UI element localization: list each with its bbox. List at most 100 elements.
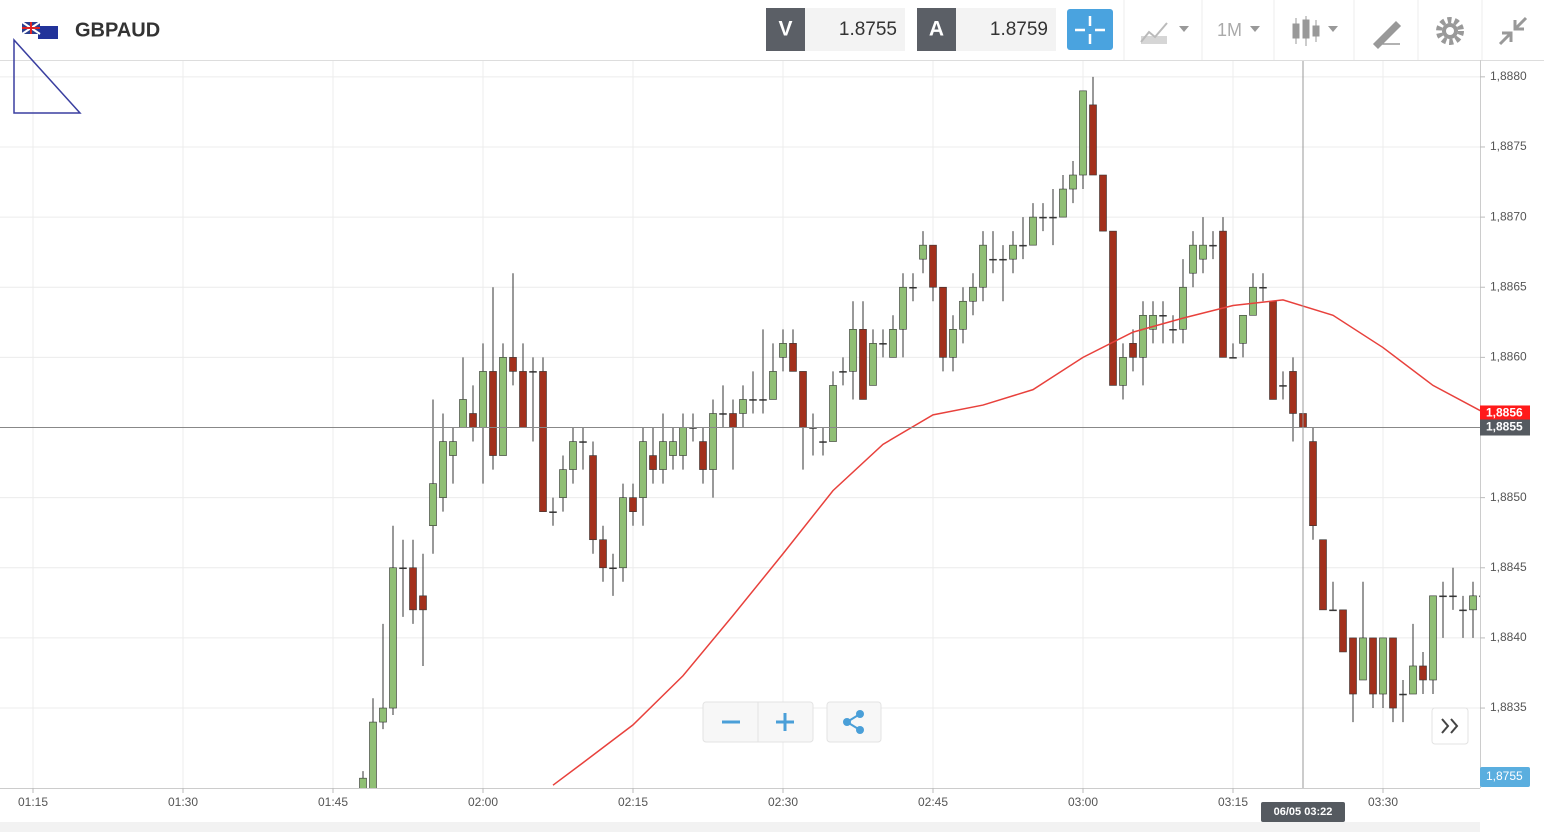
bid-price: 1.8755 xyxy=(839,19,897,40)
x-tick-label: 03:15 xyxy=(1218,795,1248,809)
candle-body xyxy=(559,469,567,498)
triangle-drawing[interactable] xyxy=(13,38,82,114)
candle-body xyxy=(759,399,767,401)
y-tick-label: 1,8835 xyxy=(1490,700,1527,714)
ask-label-box xyxy=(917,8,956,51)
candle-body xyxy=(749,399,757,401)
candle-body xyxy=(739,399,747,414)
zoom-controls xyxy=(702,701,882,743)
candle-body xyxy=(1149,314,1157,330)
candle-type-button[interactable] xyxy=(1292,16,1338,46)
candle-body xyxy=(1069,174,1077,190)
candle-body xyxy=(899,286,907,330)
candle-body xyxy=(569,441,577,470)
candle-body xyxy=(1359,637,1367,681)
candle-body xyxy=(359,777,367,788)
candle-body xyxy=(1399,693,1407,696)
candle-body xyxy=(479,371,487,428)
candle-body xyxy=(1439,595,1447,598)
candle-body xyxy=(1159,315,1167,317)
candle-body xyxy=(619,497,627,569)
candle-body xyxy=(859,329,867,400)
zoom-in-button[interactable] xyxy=(776,713,794,731)
candle-body xyxy=(1119,357,1127,386)
candle-body xyxy=(1459,609,1467,612)
price-tag-label: 1,8855 xyxy=(1486,420,1523,434)
candle-body xyxy=(1079,90,1087,176)
candle-body xyxy=(1109,230,1117,386)
candle-body xyxy=(819,441,827,443)
candle-body xyxy=(579,441,587,443)
bid-tag-label: 1,8755 xyxy=(1486,769,1523,783)
y-tick-label: 1,8850 xyxy=(1490,490,1527,504)
candle-body xyxy=(1429,595,1437,681)
crosshair-label: 06/05 03:22 xyxy=(1274,806,1333,818)
candle-body xyxy=(369,721,377,788)
drawing-tools-button[interactable] xyxy=(1372,20,1402,50)
scroll-forward-button[interactable] xyxy=(1431,707,1469,745)
candle-body xyxy=(1009,244,1017,260)
candle-body xyxy=(1469,595,1477,611)
moving-average-line xyxy=(552,299,1480,786)
candle-body xyxy=(869,343,877,386)
candle-body xyxy=(399,567,407,570)
x-tick-label: 02:45 xyxy=(918,795,948,809)
y-tick-label: 1,8860 xyxy=(1490,350,1527,364)
ask-box xyxy=(956,8,1056,51)
timeframe-button[interactable]: 1M xyxy=(1217,20,1260,40)
candle-body xyxy=(529,371,537,373)
candle-body xyxy=(1049,216,1057,219)
candle-body xyxy=(499,357,507,456)
candle-body xyxy=(709,413,717,470)
y-tick-label: 1,8865 xyxy=(1490,279,1527,293)
x-tick-label: 02:30 xyxy=(768,795,798,809)
x-tick-label: 01:15 xyxy=(18,795,48,809)
timeframe[interactable]: 1M xyxy=(1217,20,1242,40)
candle-body xyxy=(1249,286,1257,316)
candle-body xyxy=(419,595,427,611)
candle-body xyxy=(1059,188,1067,218)
ask-label: A xyxy=(929,18,944,41)
candle-body xyxy=(409,567,417,611)
candle-body xyxy=(599,539,607,569)
y-tick-label: 1,8870 xyxy=(1490,209,1527,223)
chart-type-button[interactable] xyxy=(1140,22,1189,44)
candle-body xyxy=(1339,609,1347,653)
crosshair-button[interactable] xyxy=(1067,9,1113,50)
candle-body xyxy=(1449,595,1457,598)
x-tick-label: 03:00 xyxy=(1068,795,1098,809)
candle-body xyxy=(1029,216,1037,246)
candle-body xyxy=(1389,637,1397,709)
candle-body xyxy=(999,258,1007,261)
candle-body xyxy=(969,286,977,302)
bid-box xyxy=(805,8,905,51)
candle-body xyxy=(779,343,787,358)
candle-body xyxy=(989,258,997,261)
candle-body xyxy=(1219,230,1227,358)
candle-body xyxy=(789,343,797,372)
candle-body xyxy=(699,441,707,470)
ask-price: 1.8759 xyxy=(990,19,1048,40)
candle-body xyxy=(539,371,547,512)
candle-body xyxy=(429,483,437,526)
share-button[interactable] xyxy=(826,701,882,743)
candle-body xyxy=(1309,441,1317,526)
candle-body xyxy=(509,357,517,372)
collapse-button[interactable] xyxy=(1498,16,1528,46)
candle-body xyxy=(659,441,667,470)
candle-body xyxy=(1409,665,1417,695)
y-tick-label: 1,8845 xyxy=(1490,560,1527,574)
candle-body xyxy=(829,385,837,442)
candle-body xyxy=(1269,300,1277,400)
y-tick-label: 1,8840 xyxy=(1490,630,1527,644)
x-tick-label: 02:15 xyxy=(618,795,648,809)
settings-button[interactable] xyxy=(1436,17,1464,45)
scrollbar[interactable] xyxy=(0,822,1480,832)
bid-tag xyxy=(1480,767,1530,787)
candle-body xyxy=(669,441,677,456)
candle-body xyxy=(949,329,957,358)
candle-body xyxy=(1319,539,1327,611)
candle-body xyxy=(839,371,847,373)
candle-body xyxy=(1019,244,1027,247)
candle-body xyxy=(1129,343,1137,358)
